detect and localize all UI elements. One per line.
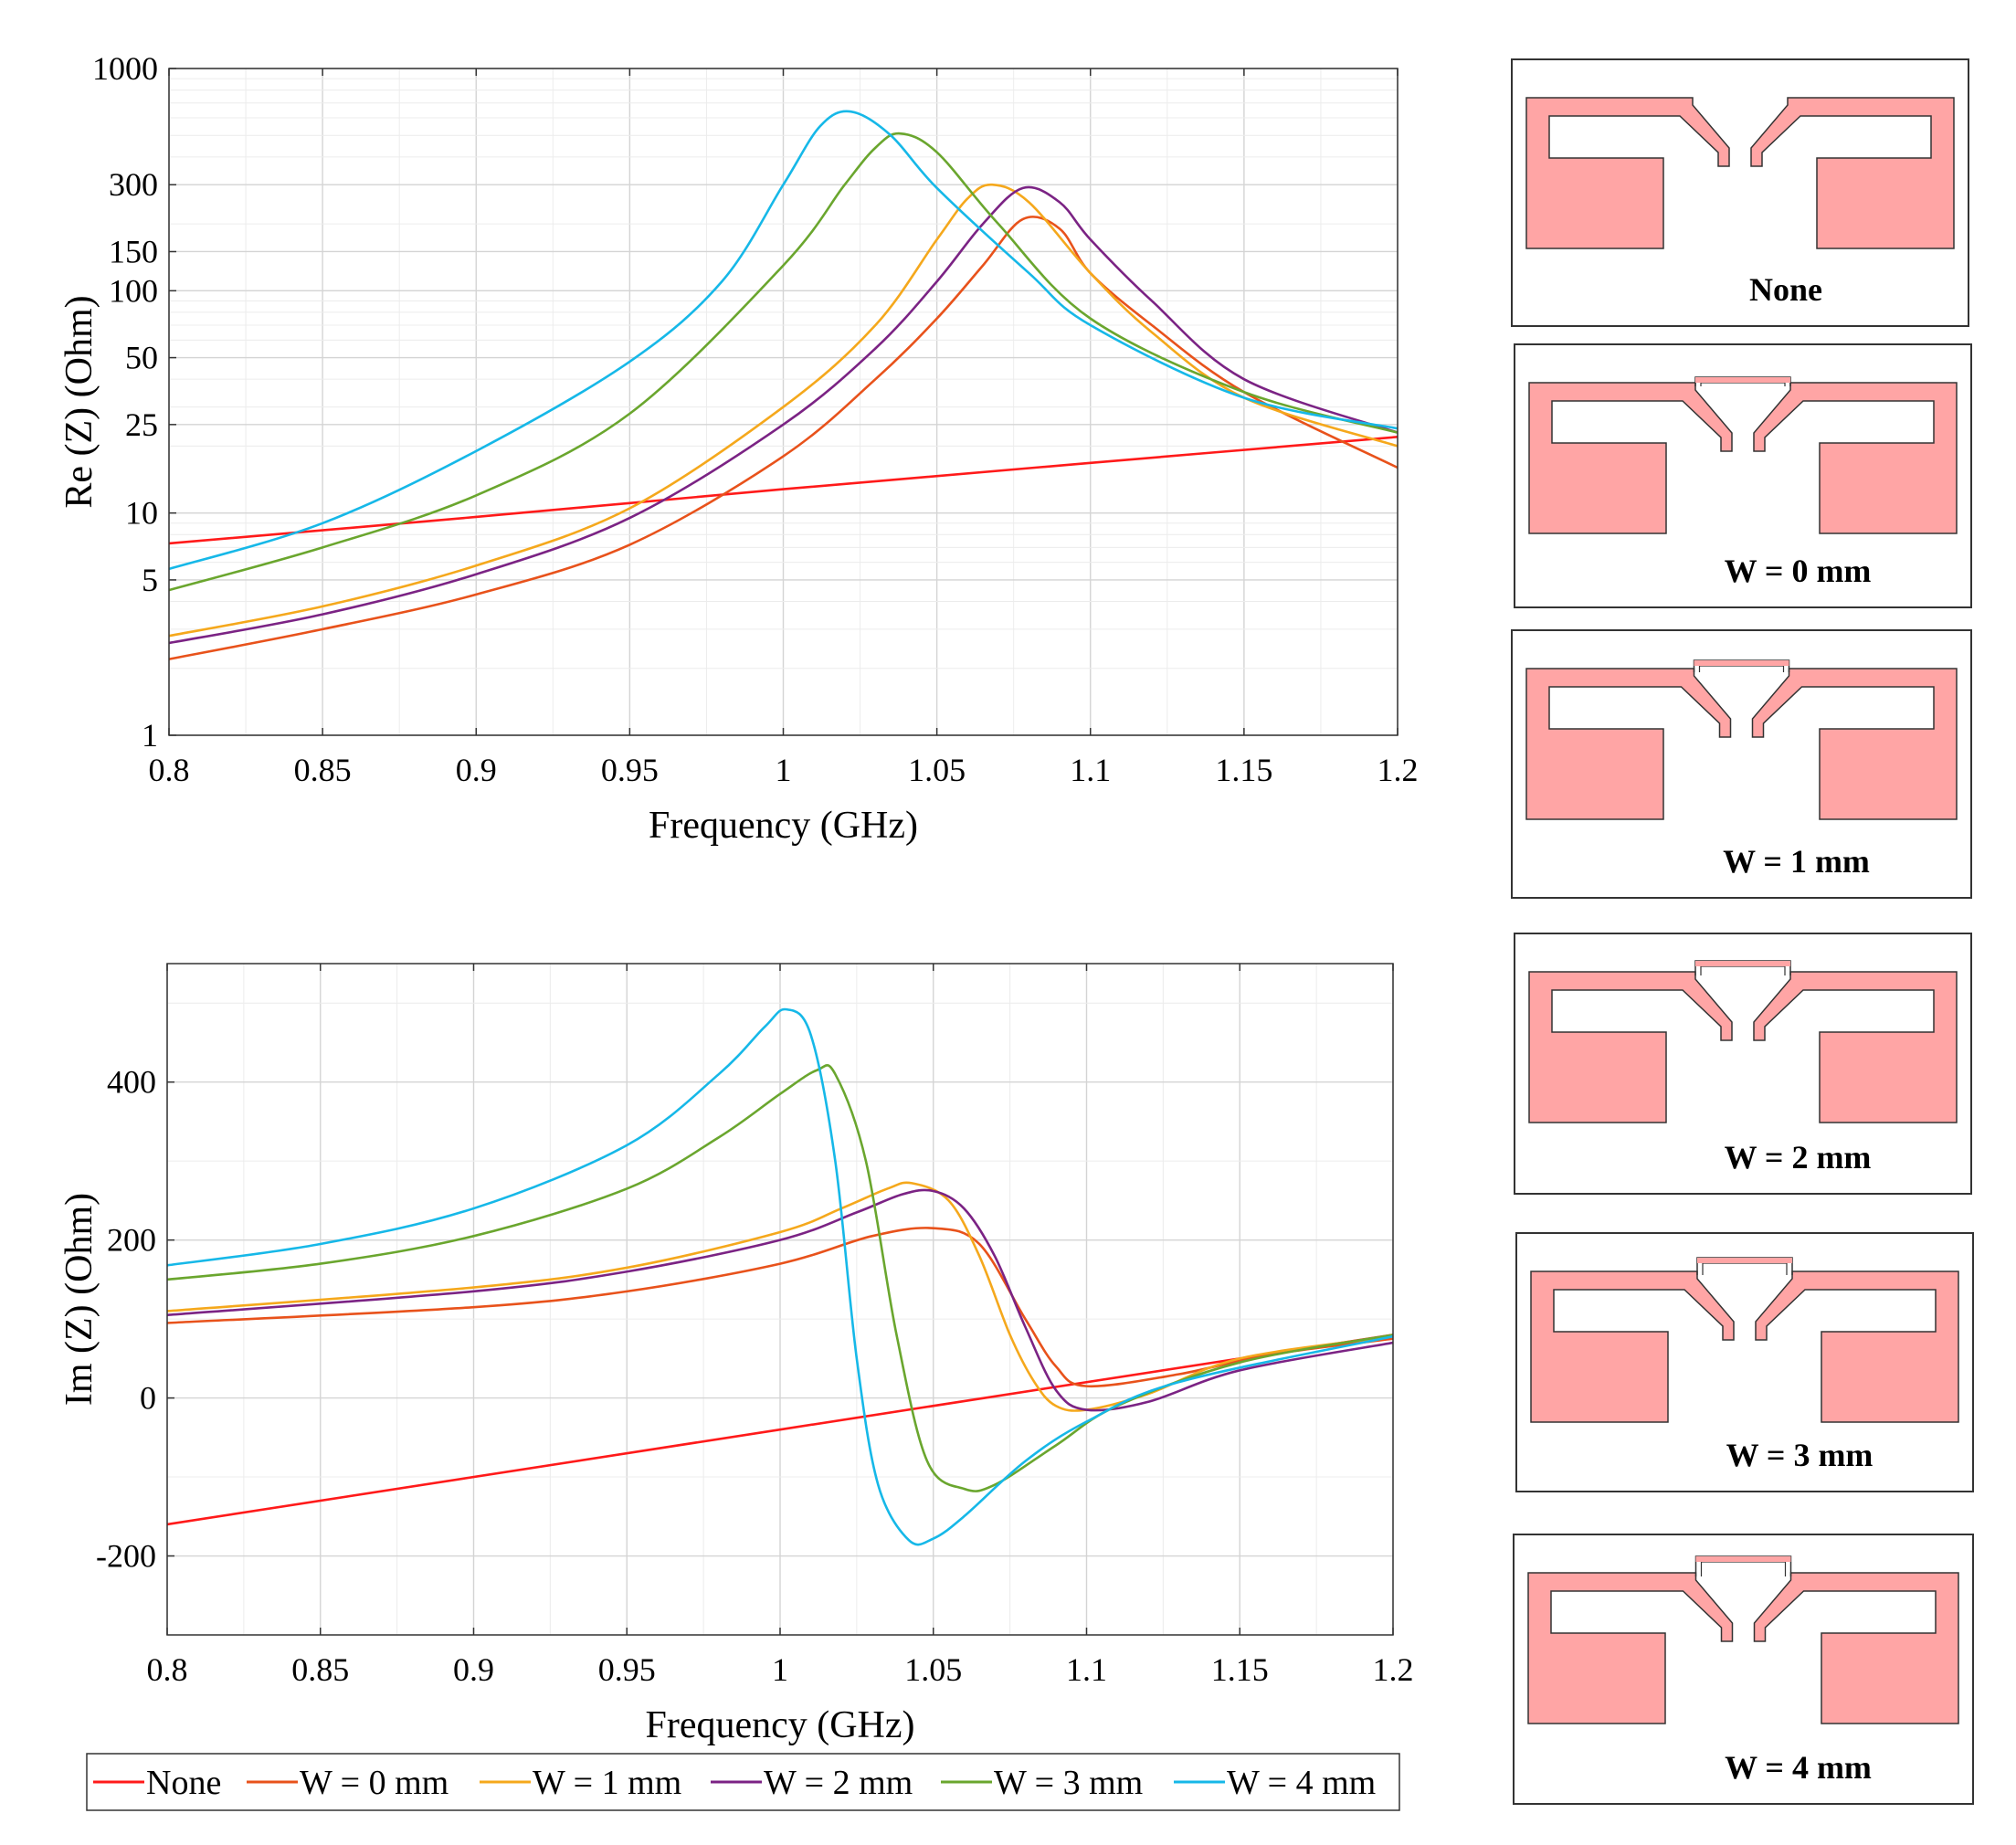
antenna-right-arm bbox=[1755, 1270, 1959, 1423]
re-xtick-label: 0.9 bbox=[456, 752, 497, 788]
im-series-line-5 bbox=[166, 1007, 1394, 1546]
antenna-right-arm bbox=[1751, 668, 1958, 820]
im-series-line-3 bbox=[166, 1188, 1394, 1412]
re-ytick-label: 25 bbox=[125, 406, 158, 443]
re-ytick-label: 5 bbox=[142, 562, 158, 598]
re-xtick-label: 0.85 bbox=[294, 752, 352, 788]
im-xtick-label: 0.85 bbox=[291, 1651, 349, 1688]
re-series-line-4 bbox=[168, 132, 1399, 592]
antenna-panel-label: None bbox=[1749, 271, 1822, 308]
im-xtick-label: 1 bbox=[772, 1651, 788, 1688]
re-x-axis-label: Frequency (GHz) bbox=[649, 805, 918, 847]
re-series-line-1 bbox=[168, 216, 1399, 660]
antenna-panel-1: W = 0 mm bbox=[1514, 343, 1972, 608]
im-x-axis-label: Frequency (GHz) bbox=[645, 1704, 914, 1746]
re-ytick-label: 50 bbox=[125, 340, 158, 376]
antenna-right-arm bbox=[1753, 1572, 1959, 1724]
re-z-chart: 0.8 0.85 0.9 0.95 1 1.05 1.1 1.15 1.2 1 5 10 25 50 100… bbox=[58, 50, 1419, 847]
im-xtick-label: 1.2 bbox=[1373, 1651, 1414, 1688]
antenna-left-arm bbox=[1528, 971, 1733, 1123]
antenna-right-arm bbox=[1753, 382, 1958, 534]
re-series-line-0 bbox=[168, 436, 1399, 545]
antenna-right-arm bbox=[1750, 97, 1955, 249]
re-xtick-label: 1.15 bbox=[1215, 752, 1272, 788]
legend-label-3: W = 2 mm bbox=[764, 1764, 913, 1802]
legend-label-5: W = 4 mm bbox=[1227, 1764, 1376, 1802]
re-xtick-label: 0.95 bbox=[601, 752, 659, 788]
re-series-line-5 bbox=[168, 110, 1399, 571]
im-series-line-1 bbox=[166, 1227, 1394, 1388]
re-y-axis-label: Re (Z) (Ohm) bbox=[58, 295, 100, 508]
im-ytick-label: 0 bbox=[140, 1380, 156, 1417]
im-z-chart: 0.8 0.85 0.9 0.95 1 1.05 1.1 1.15 1.2 -200 0 200 400… bbox=[58, 963, 1414, 1746]
antenna-bridge-fill bbox=[1694, 660, 1789, 666]
antenna-bridge-fill bbox=[1697, 1258, 1792, 1263]
antenna-panel-label: W = 3 mm bbox=[1726, 1437, 1874, 1473]
re-xtick-label: 1.2 bbox=[1377, 752, 1419, 788]
legend-label-0: None bbox=[146, 1764, 221, 1802]
im-xtick-label: 1.1 bbox=[1066, 1651, 1107, 1688]
im-ytick-label: 400 bbox=[107, 1064, 156, 1101]
re-ytick-label: 1 bbox=[142, 717, 158, 754]
im-ytick-label: -200 bbox=[96, 1538, 156, 1575]
antenna-left-arm bbox=[1528, 382, 1733, 534]
antenna-bridge-fill bbox=[1695, 961, 1790, 966]
im-xtick-label: 0.8 bbox=[147, 1651, 188, 1688]
im-xtick-label: 0.95 bbox=[598, 1651, 656, 1688]
antenna-panel-label: W = 4 mm bbox=[1725, 1749, 1872, 1786]
antenna-panel-3: W = 2 mm bbox=[1514, 933, 1972, 1195]
re-series-line-3 bbox=[168, 185, 1399, 645]
legend: None W = 0 mm W = 1 mm W = 2 mm W = 3 mm W = … bbox=[86, 1753, 1400, 1811]
antenna-panels: None W = 0 mm W = 1 mm W = 2 mm W = 3 mm W = … bbox=[1511, 58, 1974, 1805]
antenna-right-arm bbox=[1753, 971, 1958, 1123]
legend-label-2: W = 1 mm bbox=[533, 1764, 681, 1802]
antenna-panel-5: W = 4 mm bbox=[1513, 1534, 1974, 1805]
antenna-left-arm bbox=[1525, 97, 1730, 249]
re-ytick-label: 300 bbox=[109, 166, 158, 203]
re-xtick-label: 0.8 bbox=[149, 752, 190, 788]
re-ytick-label: 1000 bbox=[92, 50, 158, 87]
re-ytick-label: 10 bbox=[125, 495, 158, 532]
im-ytick-label: 200 bbox=[107, 1222, 156, 1259]
legend-label-1: W = 0 mm bbox=[300, 1764, 449, 1802]
re-xtick-label: 1.05 bbox=[908, 752, 966, 788]
antenna-left-arm bbox=[1527, 1572, 1734, 1724]
antenna-left-arm bbox=[1530, 1270, 1735, 1423]
re-ytick-label: 100 bbox=[109, 272, 158, 309]
antenna-bridge-fill bbox=[1695, 1556, 1791, 1562]
im-xtick-label: 1.05 bbox=[904, 1651, 962, 1688]
antenna-panel-label: W = 1 mm bbox=[1723, 843, 1870, 880]
re-xtick-label: 1.1 bbox=[1070, 752, 1111, 788]
re-series-line-2 bbox=[168, 183, 1399, 638]
antenna-bridge-fill bbox=[1695, 377, 1790, 383]
im-xtick-label: 1.15 bbox=[1211, 1651, 1269, 1688]
im-y-axis-label: Im (Z) (Ohm) bbox=[58, 1193, 100, 1406]
re-xtick-label: 1 bbox=[776, 752, 792, 788]
antenna-panel-label: W = 2 mm bbox=[1725, 1139, 1872, 1176]
re-ytick-label: 150 bbox=[109, 233, 158, 269]
antenna-panel-4: W = 3 mm bbox=[1515, 1232, 1974, 1492]
legend-label-4: W = 3 mm bbox=[994, 1764, 1143, 1802]
antenna-panel-2: W = 1 mm bbox=[1511, 629, 1972, 899]
antenna-panel-label: W = 0 mm bbox=[1725, 553, 1872, 589]
antenna-left-arm bbox=[1525, 668, 1732, 820]
antenna-panel-0: None bbox=[1511, 58, 1969, 327]
im-xtick-label: 0.9 bbox=[453, 1651, 494, 1688]
